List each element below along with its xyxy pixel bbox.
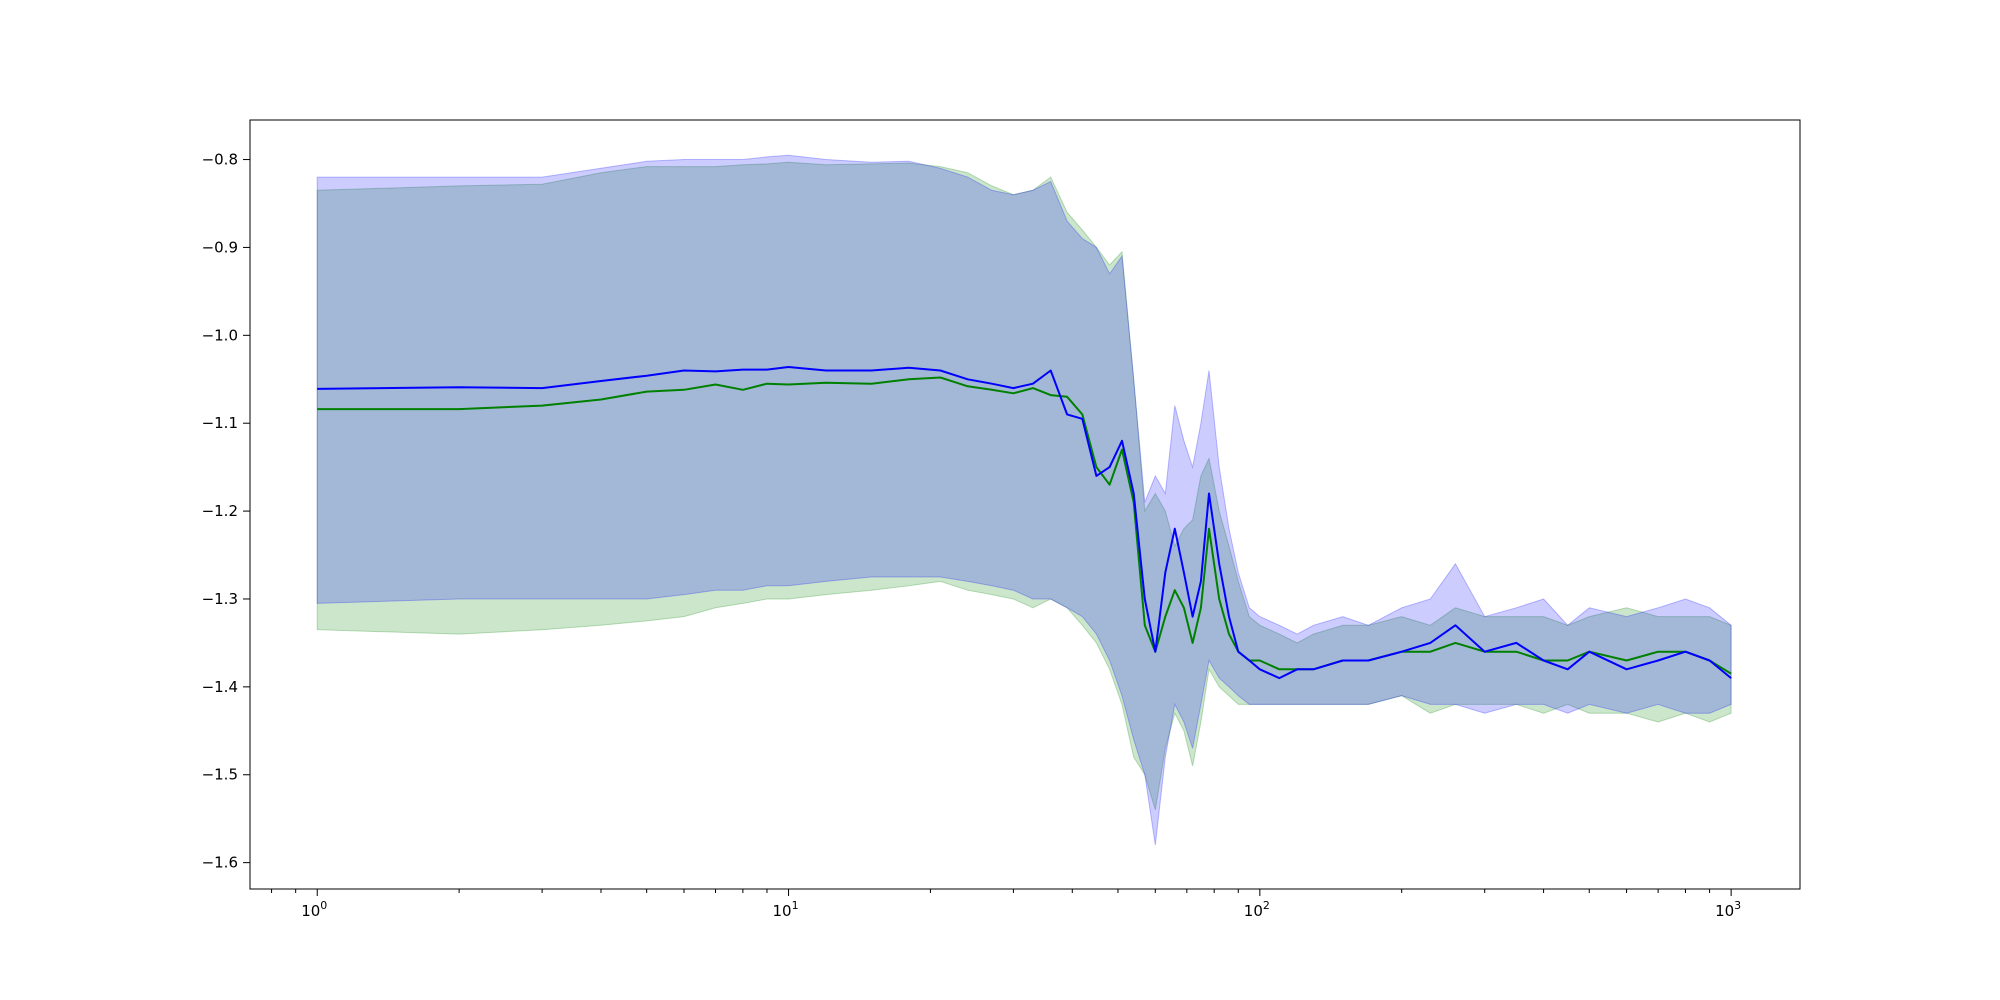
y-tick-label: −1.3 bbox=[202, 590, 238, 608]
series-1-band bbox=[316, 154, 1732, 846]
x-axis: 100 101 102 103 bbox=[271, 889, 1741, 920]
confidence-bands bbox=[316, 154, 1732, 846]
series-0-line bbox=[317, 376, 1732, 675]
series-0-band bbox=[316, 161, 1732, 811]
x-tick-label: 100 bbox=[301, 899, 327, 920]
y-tick-label: −1.0 bbox=[202, 326, 238, 344]
x-tick-label: 101 bbox=[772, 899, 798, 920]
series-1-line bbox=[317, 366, 1732, 680]
axes-frame bbox=[249, 119, 1801, 890]
y-tick-label: −1.6 bbox=[202, 854, 238, 872]
x-tick-label: 103 bbox=[1715, 899, 1741, 920]
y-tick-label: −0.9 bbox=[202, 238, 238, 256]
y-tick-label: −1.5 bbox=[202, 766, 238, 784]
x-tick-label: 102 bbox=[1244, 899, 1270, 920]
y-tick-label: −0.8 bbox=[202, 151, 238, 169]
y-tick-label: −1.2 bbox=[202, 502, 238, 520]
y-tick-label: −1.4 bbox=[202, 678, 238, 696]
y-tick-label: −1.1 bbox=[202, 414, 238, 432]
plot-area bbox=[249, 119, 1801, 890]
series-lines bbox=[317, 366, 1732, 680]
y-axis: −0.8 −0.9 −1.0 −1.1 −1.2 −1.3 −1.4 −1.5 −1.6 bbox=[202, 151, 250, 872]
